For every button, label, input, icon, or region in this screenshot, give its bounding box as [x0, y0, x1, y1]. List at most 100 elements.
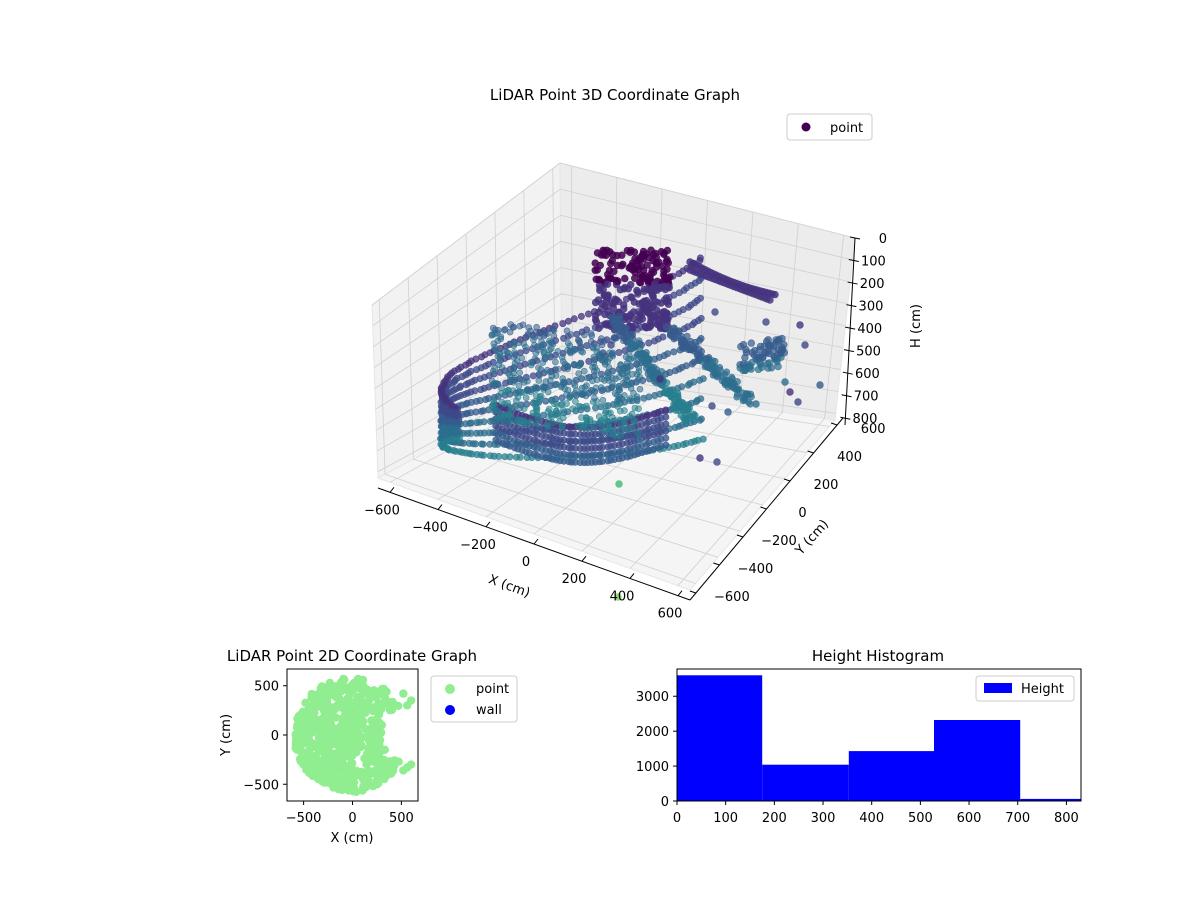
- chart-2d-ytick-label-2: −500: [243, 778, 279, 793]
- x-tick-mark-2: [485, 521, 491, 528]
- point-3d: [662, 413, 670, 421]
- point-3d: [669, 333, 677, 341]
- point-3d: [584, 310, 592, 318]
- point-3d: [580, 389, 588, 397]
- z-tick-mark-2: [847, 281, 858, 285]
- point-3d: [620, 379, 627, 387]
- point-3d: [662, 323, 670, 331]
- chart-2d: LiDAR Point 2D Coordinate Graph −500 0 500…: [219, 647, 518, 846]
- x-tick-label-0: −600: [364, 503, 400, 518]
- point-3d: [609, 374, 616, 382]
- point-3d: [495, 361, 503, 369]
- point-3d: [634, 429, 641, 436]
- grid-y-wall-6: [552, 168, 556, 384]
- point-3d: [581, 331, 588, 339]
- point-3d: [543, 366, 551, 374]
- point-3d: [619, 370, 627, 378]
- point-3d: [610, 298, 619, 306]
- point-3d: [625, 355, 632, 363]
- point-2d: [309, 719, 319, 728]
- point-3d: [544, 408, 552, 415]
- point-3d: [664, 259, 672, 267]
- z-tick-mark-0: [849, 236, 861, 240]
- point-3d: [670, 348, 678, 356]
- point-3d: [498, 384, 505, 392]
- point-3d: [579, 422, 587, 430]
- point-2d: [367, 769, 376, 778]
- point-3d: [600, 302, 609, 310]
- point-2d: [307, 765, 316, 774]
- point-3d: [636, 279, 645, 287]
- point-3d: [554, 348, 562, 355]
- point-2d: [335, 745, 344, 755]
- point-3d: [656, 375, 664, 383]
- grid-z-3: [373, 241, 848, 368]
- chart-2d-legend-wall-label: wall: [476, 703, 502, 718]
- x-tick-label-5: 400: [610, 589, 635, 604]
- point-3d: [491, 402, 499, 410]
- point-3d: [516, 369, 524, 377]
- point-3d: [563, 400, 570, 407]
- grid-x-wall-6: [824, 235, 845, 419]
- point-3d: [635, 436, 643, 443]
- grid-y-wall-1: [407, 277, 414, 460]
- point-3d: [696, 376, 704, 384]
- point-3d: [589, 377, 596, 385]
- point-3d: [616, 407, 624, 415]
- histogram-legend: Height: [975, 675, 1075, 702]
- point-3d: [747, 339, 755, 347]
- chart-2d-xtick-label-2: 500: [389, 811, 414, 826]
- histogram-xtick-label-3: 300: [811, 811, 836, 826]
- point-2d: [343, 773, 352, 783]
- point-3d: [621, 274, 629, 283]
- x-tick-mark-4: [581, 555, 587, 562]
- y-tick-label-3: 0: [798, 506, 806, 521]
- point-3d: [605, 423, 613, 431]
- point-3d: [589, 343, 596, 351]
- point-3d: [535, 377, 543, 384]
- chart-2d-xtick-label-0: −500: [286, 811, 322, 826]
- point-3d: [684, 381, 692, 389]
- point-3d: [556, 418, 563, 425]
- point-3d: [620, 417, 628, 425]
- point-3d: [600, 386, 607, 394]
- point-3d: [549, 419, 556, 426]
- point-3d: [583, 419, 591, 427]
- y-tick-mark-3: [760, 506, 767, 510]
- histogram-xtick-label-7: 700: [1005, 811, 1030, 826]
- point-3d: [747, 390, 755, 398]
- point-3d: [816, 381, 824, 389]
- y-tick-label-4: 200: [814, 478, 839, 493]
- point-3d: [588, 387, 596, 394]
- point-3d: [682, 405, 690, 413]
- point-3d: [520, 340, 528, 347]
- histogram-frame: [676, 668, 1082, 802]
- grid-z-2: [373, 214, 851, 348]
- point-3d: [560, 334, 568, 342]
- point-2d: [295, 741, 304, 751]
- point-3d: [501, 347, 508, 355]
- point-3d: [518, 354, 526, 362]
- point-3d: [636, 310, 644, 318]
- point-3d: [729, 383, 737, 391]
- point-2d: [310, 759, 319, 768]
- z-tick-mark-7: [841, 394, 852, 398]
- point-3d: [591, 363, 599, 371]
- point-3d: [598, 421, 606, 429]
- point-3d: [572, 398, 579, 405]
- chart-3d-legend: point: [786, 113, 873, 141]
- z-tick-label-4: 400: [857, 322, 882, 337]
- grid-z-5: [375, 293, 844, 410]
- chart-3d-points: [437, 246, 824, 601]
- point-3d: [583, 382, 590, 389]
- point-3d: [774, 337, 782, 345]
- point-3d: [492, 416, 500, 424]
- point-3d: [523, 386, 531, 394]
- point-3d: [530, 336, 537, 344]
- z-tick-mark-4: [845, 326, 856, 330]
- point-2d: [388, 697, 397, 707]
- x-tick-mark-1: [437, 504, 443, 510]
- point-2d: [378, 684, 387, 694]
- x-axis-3d-label: X (cm): [486, 572, 532, 601]
